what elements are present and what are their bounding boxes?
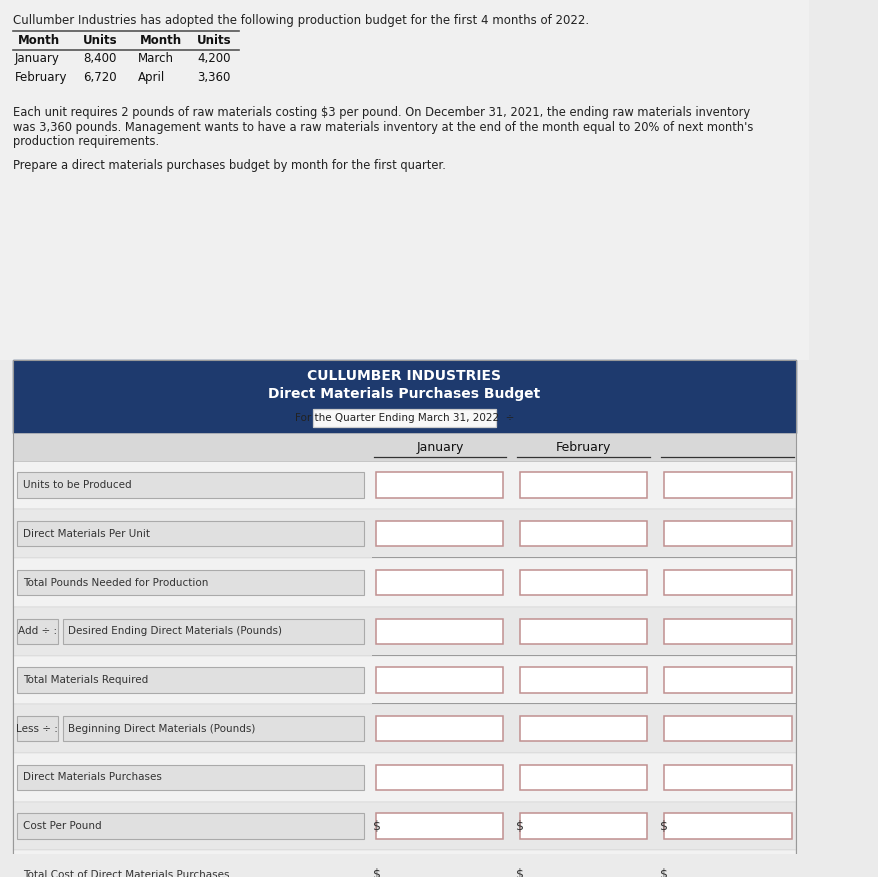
Bar xyxy=(17,716,58,741)
Text: Total Materials Required: Total Materials Required xyxy=(23,675,148,685)
Bar xyxy=(62,716,363,741)
Text: $: $ xyxy=(515,868,524,877)
Bar xyxy=(663,765,790,790)
Bar xyxy=(376,813,503,838)
Bar xyxy=(520,473,646,498)
Bar xyxy=(62,618,363,644)
Text: Cullumber Industries has adopted the following production budget for the first 4: Cullumber Industries has adopted the fol… xyxy=(13,14,588,26)
Bar xyxy=(0,0,808,360)
Bar xyxy=(13,851,795,877)
Bar xyxy=(376,765,503,790)
Text: Total Cost of Direct Materials Purchases: Total Cost of Direct Materials Purchases xyxy=(23,870,229,877)
Text: March: March xyxy=(138,53,174,66)
Bar xyxy=(13,802,795,851)
Bar xyxy=(13,360,795,433)
Bar xyxy=(17,570,364,595)
Bar xyxy=(17,667,364,693)
Text: production requirements.: production requirements. xyxy=(13,135,159,148)
Bar xyxy=(13,607,795,656)
Text: Direct Materials Per Unit: Direct Materials Per Unit xyxy=(23,529,150,538)
Text: Add ÷ :: Add ÷ : xyxy=(18,626,57,636)
Text: Direct Materials Purchases: Direct Materials Purchases xyxy=(23,773,162,782)
Text: January: January xyxy=(416,440,463,453)
Bar xyxy=(13,360,795,877)
Bar xyxy=(663,862,790,877)
Text: Prepare a direct materials purchases budget by month for the first quarter.: Prepare a direct materials purchases bud… xyxy=(13,159,445,172)
Bar xyxy=(376,716,503,741)
Text: April: April xyxy=(138,71,165,84)
Text: For the Quarter Ending March 31, 2022  ÷: For the Quarter Ending March 31, 2022 ÷ xyxy=(294,413,514,423)
Bar xyxy=(520,862,646,877)
Text: Desired Ending Direct Materials (Pounds): Desired Ending Direct Materials (Pounds) xyxy=(68,626,282,636)
Bar xyxy=(663,716,790,741)
Bar xyxy=(17,618,58,644)
Text: Units: Units xyxy=(83,34,118,47)
Text: February: February xyxy=(555,440,610,453)
Bar xyxy=(520,813,646,838)
Text: 8,400: 8,400 xyxy=(83,53,117,66)
Bar xyxy=(376,521,503,546)
Text: 4,200: 4,200 xyxy=(197,53,230,66)
Bar xyxy=(520,521,646,546)
Bar xyxy=(13,704,795,753)
Text: 3,360: 3,360 xyxy=(197,71,230,84)
Bar xyxy=(663,618,790,644)
Bar xyxy=(17,473,364,498)
Text: February: February xyxy=(15,71,67,84)
Text: Month: Month xyxy=(140,34,182,47)
Text: Month: Month xyxy=(18,34,60,47)
Bar xyxy=(17,813,364,838)
Bar xyxy=(663,667,790,693)
Text: 6,720: 6,720 xyxy=(83,71,117,84)
Bar xyxy=(663,570,790,595)
Text: $: $ xyxy=(372,868,380,877)
Bar xyxy=(13,433,795,460)
Bar xyxy=(313,410,495,427)
Text: Units to be Produced: Units to be Produced xyxy=(23,480,132,490)
Bar xyxy=(13,753,795,802)
Bar xyxy=(13,460,795,510)
Text: Direct Materials Purchases Budget: Direct Materials Purchases Budget xyxy=(268,387,540,401)
Text: $: $ xyxy=(515,820,524,832)
Bar xyxy=(520,570,646,595)
Text: Each unit requires 2 pounds of raw materials costing $3 per pound. On December 3: Each unit requires 2 pounds of raw mater… xyxy=(13,106,749,119)
Bar xyxy=(520,667,646,693)
Bar xyxy=(663,521,790,546)
Bar xyxy=(520,618,646,644)
Bar xyxy=(13,656,795,704)
Text: Cost Per Pound: Cost Per Pound xyxy=(23,821,102,831)
Text: $: $ xyxy=(659,868,667,877)
Bar xyxy=(17,521,364,546)
Text: Beginning Direct Materials (Pounds): Beginning Direct Materials (Pounds) xyxy=(68,724,255,734)
Bar xyxy=(376,862,503,877)
Text: CULLUMBER INDUSTRIES: CULLUMBER INDUSTRIES xyxy=(307,369,501,383)
Bar xyxy=(376,618,503,644)
Text: $: $ xyxy=(659,820,667,832)
Bar xyxy=(13,558,795,607)
Bar xyxy=(520,765,646,790)
Bar xyxy=(17,862,364,877)
Bar xyxy=(376,473,503,498)
Text: was 3,360 pounds. Management wants to have a raw materials inventory at the end : was 3,360 pounds. Management wants to ha… xyxy=(13,121,752,134)
Text: January: January xyxy=(15,53,60,66)
Bar xyxy=(376,667,503,693)
Bar xyxy=(663,473,790,498)
Bar xyxy=(13,510,795,558)
Bar xyxy=(17,765,364,790)
Bar xyxy=(520,716,646,741)
Text: Total Pounds Needed for Production: Total Pounds Needed for Production xyxy=(23,578,208,588)
Text: Less ÷ :: Less ÷ : xyxy=(17,724,58,734)
Text: Units: Units xyxy=(197,34,231,47)
Text: $: $ xyxy=(372,820,380,832)
Bar xyxy=(663,813,790,838)
Bar xyxy=(376,570,503,595)
